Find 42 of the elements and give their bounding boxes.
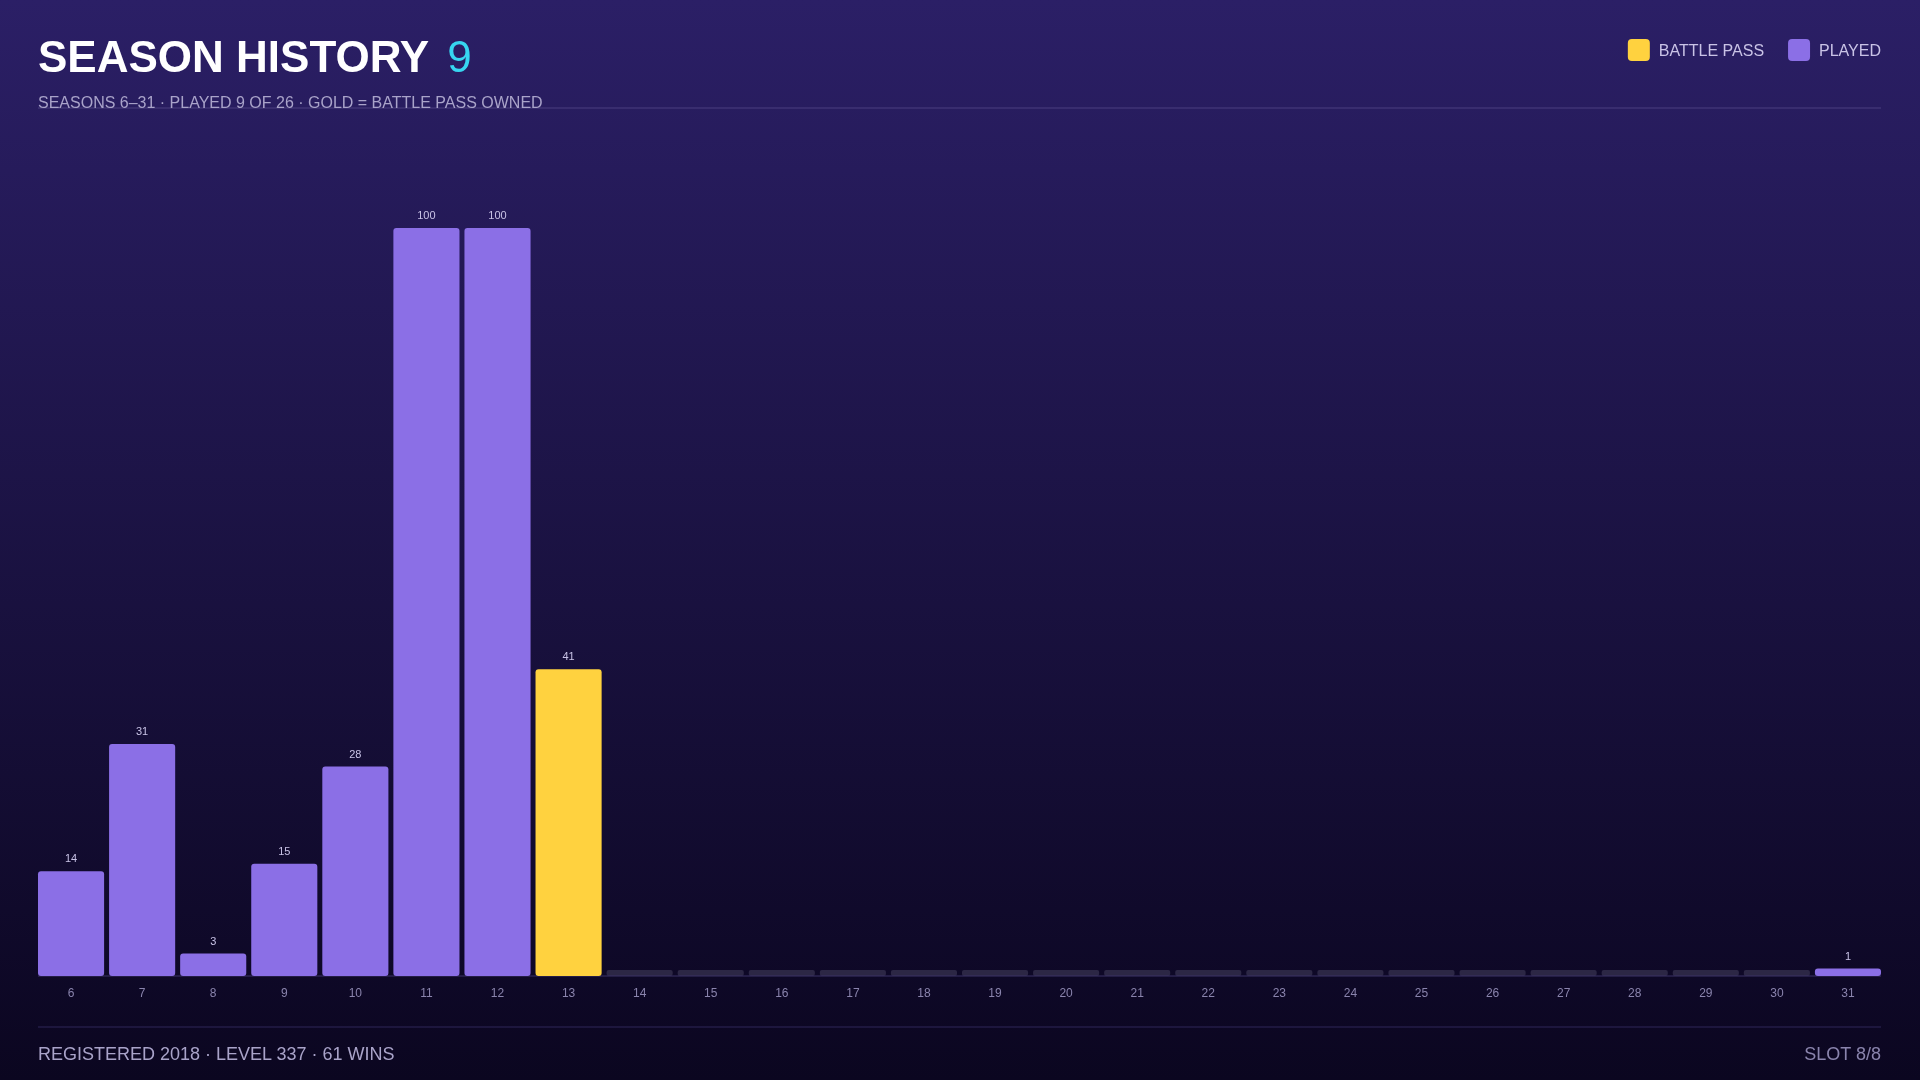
legend-label: PLAYED <box>1819 42 1881 59</box>
text: SLOT 8/8 <box>1804 1044 1881 1064</box>
x-tick-label: 12 <box>490 986 505 1001</box>
text: 9 <box>447 32 472 81</box>
x-tick-label: 17 <box>846 986 860 1001</box>
x-tick-label: 26 <box>1485 986 1500 1001</box>
x-tick-label: 16 <box>775 986 789 1001</box>
chart-subtitle: SEASONS 6–31 · PLAYED 9 OF 26 · GOLD = BATTLE PASS OWNED <box>38 94 543 111</box>
data-label: 3 <box>210 934 217 947</box>
text: REGISTERED 2018 · LEVEL 337 · 61 WINS <box>38 1044 395 1064</box>
x-tick-label: 20 <box>1059 986 1074 1001</box>
x-tick-label: 18 <box>917 986 931 1001</box>
x-tick-label: 29 <box>1699 986 1713 1001</box>
x-tick-label: 13 <box>561 986 576 1001</box>
x-tick-label: 30 <box>1770 986 1784 1001</box>
data-label: 100 <box>417 209 436 221</box>
x-tick-label: 25 <box>1414 986 1429 1001</box>
x-tick-label: 27 <box>1556 986 1571 1001</box>
data-label: 14 <box>64 852 78 865</box>
data-label: 31 <box>136 725 149 738</box>
data-label: 100 <box>488 209 507 221</box>
x-tick-label: 6 <box>67 986 75 1001</box>
chart-title: SEASON HISTORY <box>38 32 430 81</box>
x-tick-label: 10 <box>348 986 363 1001</box>
legend-label: BATTLE PASS <box>1658 42 1765 59</box>
x-tick-label: 7 <box>138 986 146 1001</box>
data-label: 1 <box>1844 949 1852 962</box>
data-label: 15 <box>278 844 291 857</box>
x-tick-label: 19 <box>988 986 1003 1001</box>
x-tick-label: 11 <box>420 986 433 1001</box>
x-tick-label: 22 <box>1201 986 1216 1001</box>
x-tick-label: 8 <box>209 986 217 1001</box>
x-tick-label: 23 <box>1272 986 1287 1001</box>
x-tick-label: 14 <box>632 986 647 1001</box>
data-label: 28 <box>349 747 362 760</box>
x-tick-label: 9 <box>280 986 288 1001</box>
x-tick-label: 15 <box>704 986 718 1001</box>
data-label: 41 <box>562 650 575 663</box>
x-tick-label: 24 <box>1343 986 1358 1001</box>
x-tick-label: 28 <box>1628 986 1642 1001</box>
x-tick-label: 21 <box>1130 986 1145 1001</box>
x-tick-label: 31 <box>1841 986 1855 1001</box>
